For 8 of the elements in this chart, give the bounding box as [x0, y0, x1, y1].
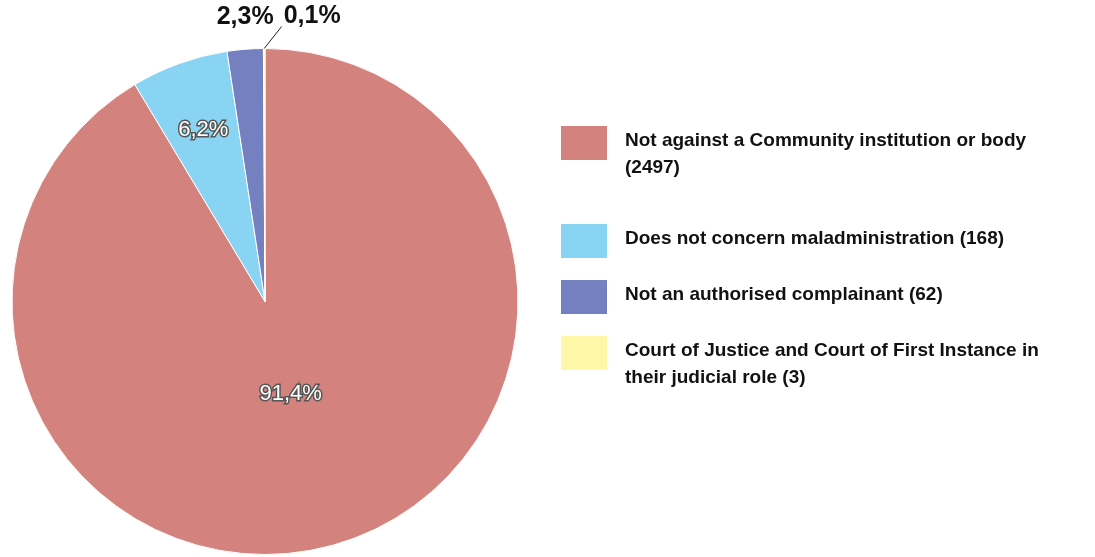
legend-label: Not an authorised complainant (62)	[625, 282, 944, 306]
legend-label: Does not concern maladministration (168)	[625, 226, 1006, 250]
legend-label: Not against a Community institution or body (2497)	[625, 128, 1028, 179]
legend-label: Court of Justice and Court of First Instance in their judicial role (3)	[625, 338, 1040, 389]
data-label: 6,2%	[178, 116, 229, 142]
data-label: 91,4%	[259, 380, 322, 406]
data-label: 2,3%	[216, 1, 274, 30]
data-label: 0,1%	[283, 0, 341, 29]
